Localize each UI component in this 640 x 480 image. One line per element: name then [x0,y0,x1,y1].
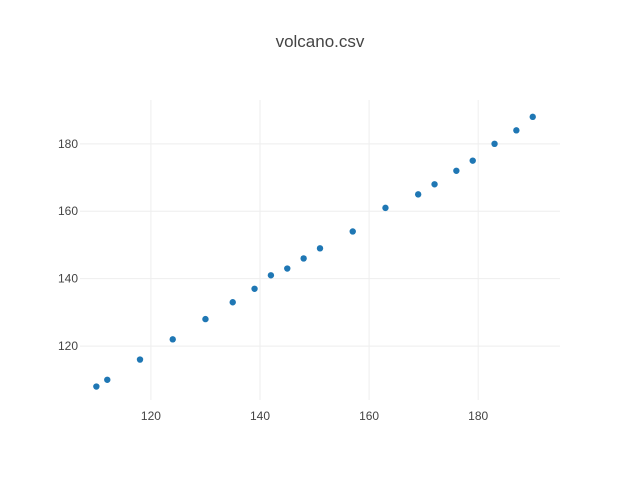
x-tick-label-120: 120 [141,409,161,423]
data-point[interactable] [169,336,176,343]
tick-label-layer: 120 140 160 180 120 140 160 180 [58,137,489,423]
data-point[interactable] [491,140,498,148]
data-point[interactable] [284,265,291,272]
data-point[interactable] [529,113,536,121]
y-tick-label-120: 120 [58,339,78,353]
x-tick-label-180: 180 [468,409,488,423]
chart-title: volcano.csv [275,32,365,51]
data-point[interactable] [382,204,389,212]
data-point[interactable] [300,255,307,262]
data-point[interactable] [453,167,460,174]
data-point[interactable] [104,376,111,383]
data-point[interactable] [93,383,100,390]
data-point[interactable] [469,157,476,164]
data-point[interactable] [349,228,356,235]
y-tick-label-140: 140 [58,272,78,286]
x-tick-label-160: 160 [359,409,379,423]
data-point[interactable] [316,245,324,252]
data-point[interactable] [202,315,209,323]
data-point[interactable] [431,181,438,188]
data-point[interactable] [513,127,520,134]
data-point[interactable] [251,285,258,292]
grid-layer [80,100,560,400]
x-tick-label-140: 140 [250,409,270,423]
data-point[interactable] [414,191,422,198]
point-layer [93,113,536,390]
data-point[interactable] [267,272,275,279]
data-point[interactable] [136,356,144,363]
y-tick-label-180: 180 [58,137,78,151]
data-point[interactable] [229,299,236,306]
y-tick-label-160: 160 [58,204,78,218]
